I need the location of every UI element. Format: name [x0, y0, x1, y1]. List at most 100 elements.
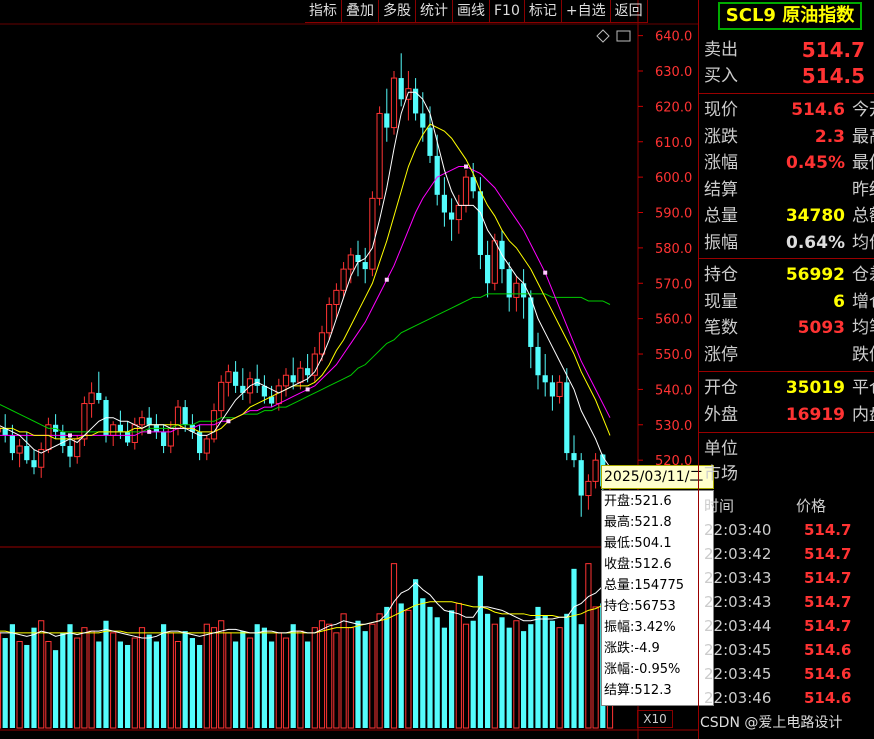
- volume-bar: [297, 630, 304, 729]
- candle-body: [117, 424, 123, 432]
- mark-button[interactable]: 标记: [525, 0, 562, 22]
- volume-bar: [67, 624, 73, 728]
- f10-button[interactable]: F10: [490, 0, 525, 22]
- unit-label: 单位: [704, 439, 738, 459]
- volume-bar: [2, 638, 8, 728]
- volume-bar: [542, 615, 548, 728]
- quote-row: 振幅 0.64% 均价: [704, 231, 874, 256]
- volume-bar: [347, 627, 354, 729]
- candle-body: [318, 332, 326, 355]
- volume-bar: [485, 613, 491, 728]
- volume-bar: [153, 641, 159, 728]
- quote-divider: [699, 93, 874, 94]
- candle-body: [182, 407, 188, 425]
- ticks-header: 时间 价格: [704, 494, 874, 518]
- ticks-header-price: 价格: [796, 497, 827, 515]
- volume-bar: [326, 623, 333, 729]
- indicator-button[interactable]: 指标: [305, 0, 342, 22]
- quote-row-label: 开仓: [704, 378, 738, 398]
- quote-row-label: 涨幅: [704, 153, 738, 173]
- ma20-marker: [305, 387, 310, 392]
- candle-body: [398, 78, 404, 100]
- volume-bar: [203, 623, 210, 729]
- candle-body: [297, 367, 304, 383]
- volume-bar: [521, 631, 527, 728]
- ma5-line: [0, 91, 611, 468]
- buy-label: 买入: [704, 66, 738, 86]
- tick-row[interactable]: 22:03:43 514.7: [704, 590, 874, 614]
- tick-row[interactable]: 22:03:46 514.6: [704, 686, 874, 710]
- chart-toolbar: 指标 叠加 多股 统计 画线 F10 标记 +自选 返回: [305, 0, 648, 23]
- candle-body: [376, 112, 383, 199]
- candle-body: [311, 353, 318, 376]
- tick-price: 514.6: [804, 641, 852, 659]
- volume-bar: [585, 563, 592, 729]
- multi-stock-button[interactable]: 多股: [379, 0, 416, 22]
- candle-body: [67, 446, 73, 457]
- quote-row: 现价 514.6 今开: [704, 98, 874, 123]
- candle-body: [38, 449, 45, 468]
- quote-row-extra-label: 昨结: [852, 179, 874, 200]
- quote-row: 现量 6 增仓: [704, 290, 874, 315]
- volume-bar: [16, 641, 23, 729]
- volume-bar: [441, 627, 447, 728]
- candle-body: [427, 127, 433, 156]
- tick-price: 514.6: [804, 665, 852, 683]
- quote-row-label: 持仓: [704, 265, 738, 285]
- tooltip-close: 收盘:512.6: [604, 557, 672, 572]
- tick-row[interactable]: 22:03:44 514.7: [704, 614, 874, 638]
- y-tick-label: 640.0: [655, 30, 692, 45]
- tick-time: 22:03:42: [704, 545, 772, 563]
- quote-row: 总量 34780 总额: [704, 204, 874, 229]
- volume-bar: [535, 606, 541, 728]
- volume-bar: [9, 624, 15, 728]
- add-watchlist-button[interactable]: +自选: [562, 0, 611, 22]
- candle-body: [203, 438, 210, 454]
- candle-body: [384, 113, 390, 128]
- quote-row-label: 结算: [704, 179, 738, 200]
- ma20-marker: [384, 277, 389, 282]
- quote-row-value: 514.6: [791, 100, 845, 120]
- quote-row: 持仓 56992 仓差: [704, 263, 874, 288]
- draw-line-button[interactable]: 画线: [453, 0, 490, 22]
- candle-body: [340, 268, 347, 291]
- volume-zoom-toggle[interactable]: X10: [637, 710, 673, 728]
- volume-bar: [390, 563, 398, 729]
- candle-body: [146, 417, 152, 425]
- candle-body: [0, 427, 2, 433]
- candle-body: [131, 424, 138, 443]
- quote-row-extra-label: 跌停: [852, 344, 874, 365]
- sell-price: 514.7: [801, 38, 865, 62]
- tick-row[interactable]: 22:03:42 514.7: [704, 542, 874, 566]
- candle-body: [290, 375, 296, 383]
- overlay-button[interactable]: 叠加: [342, 0, 379, 22]
- candle-body: [571, 453, 577, 461]
- volume-bar: [225, 632, 232, 729]
- tick-row[interactable]: 22:03:40 514.7: [704, 518, 874, 542]
- volume-bar: [571, 568, 577, 728]
- volume-bar: [305, 641, 311, 728]
- back-button[interactable]: 返回: [611, 0, 648, 22]
- candle-body: [513, 282, 520, 298]
- tick-time: 22:03:44: [704, 617, 772, 635]
- volume-bar: [88, 630, 95, 729]
- tick-price: 514.7: [804, 593, 852, 611]
- candle-body: [24, 446, 30, 461]
- tick-row[interactable]: 22:03:45 514.6: [704, 662, 874, 686]
- candle-body: [261, 385, 267, 397]
- y-tick-label: 540.0: [655, 383, 692, 398]
- symbol-title[interactable]: SCL9 原油指数: [718, 2, 862, 30]
- tick-time: 22:03:43: [704, 569, 772, 587]
- volume-bar: [556, 627, 563, 729]
- volume-bar: [340, 613, 347, 729]
- tick-row[interactable]: 22:03:45 514.6: [704, 638, 874, 662]
- tick-row[interactable]: 22:03:43 514.7: [704, 566, 874, 590]
- candle-body: [225, 371, 232, 383]
- kline-chart[interactable]: 640.0 630.0 620.0 610.0 600.0 590.0 580.0 570.0…: [0, 0, 698, 739]
- volume-bar: [117, 641, 123, 728]
- quote-row-extra-label: 均价: [852, 232, 874, 253]
- statistics-button[interactable]: 统计: [416, 0, 453, 22]
- tick-price: 514.7: [804, 545, 852, 563]
- volume-bar: [434, 617, 440, 728]
- quote-row-extra-label: 增仓: [852, 291, 874, 312]
